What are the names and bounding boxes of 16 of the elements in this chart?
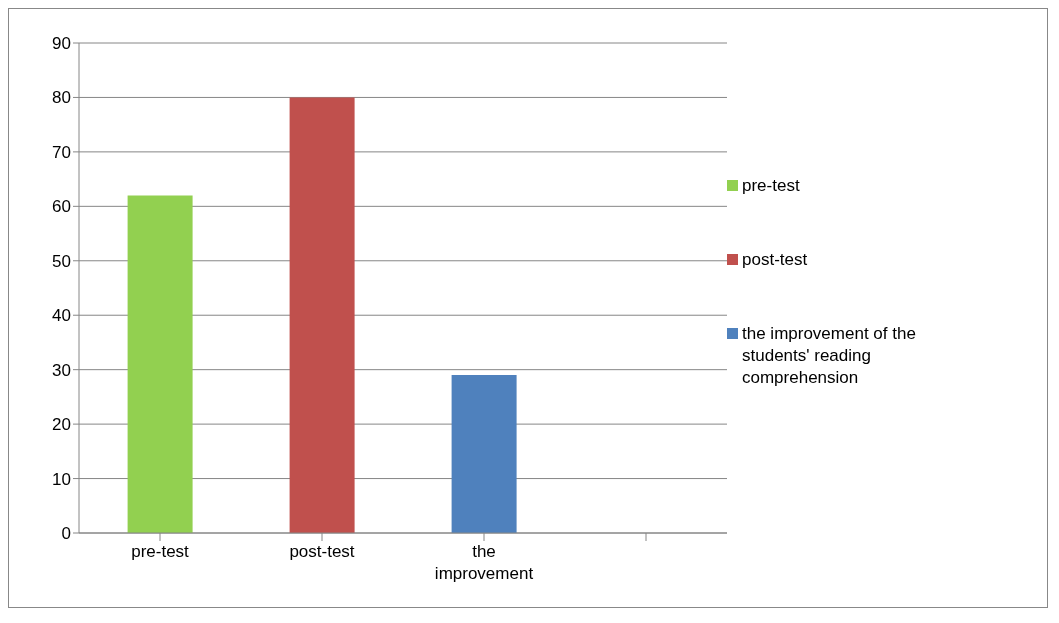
legend-label: the improvement of the students' reading comprehension [742, 323, 917, 389]
x-tick-label: the improvement [434, 542, 534, 583]
x-tick-label: post-test [289, 542, 355, 561]
legend-label: pre-test [742, 175, 801, 197]
y-tick-label: 70 [52, 142, 71, 162]
y-tick-label: 50 [52, 251, 71, 271]
y-tick-label: 60 [52, 197, 71, 217]
y-tick-label: 30 [52, 360, 71, 380]
y-tick-label: 10 [52, 469, 71, 489]
legend-label: post-test [742, 249, 809, 271]
y-tick-label: 90 [52, 34, 71, 54]
y-tick-label: 40 [52, 306, 71, 326]
y-tick-label: 0 [61, 524, 71, 544]
y-tick-label: 80 [52, 88, 71, 108]
y-tick-label: 20 [52, 415, 71, 435]
x-tick-label: pre-test [131, 542, 190, 561]
